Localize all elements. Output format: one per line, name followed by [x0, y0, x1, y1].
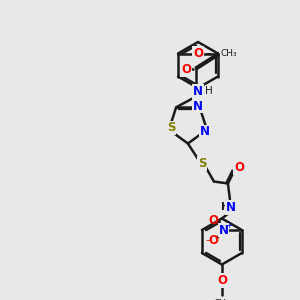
Text: O: O — [234, 161, 244, 174]
Text: CH₃: CH₃ — [220, 49, 237, 58]
Text: H: H — [205, 86, 213, 97]
Text: N: N — [200, 125, 210, 138]
Text: –: – — [205, 47, 211, 60]
Text: +: + — [225, 220, 232, 230]
Text: O: O — [209, 214, 219, 226]
Text: O: O — [193, 47, 203, 60]
Text: CH₃: CH₃ — [214, 298, 230, 300]
Text: H: H — [220, 202, 229, 212]
Text: N: N — [219, 224, 229, 236]
Text: S: S — [198, 157, 206, 170]
Text: O: O — [217, 274, 227, 287]
Text: O: O — [181, 63, 191, 76]
Text: O: O — [209, 233, 219, 247]
Text: N: N — [193, 100, 203, 113]
Text: N: N — [226, 201, 236, 214]
Text: –: – — [205, 235, 211, 245]
Text: S: S — [167, 121, 175, 134]
Text: N: N — [193, 85, 203, 98]
